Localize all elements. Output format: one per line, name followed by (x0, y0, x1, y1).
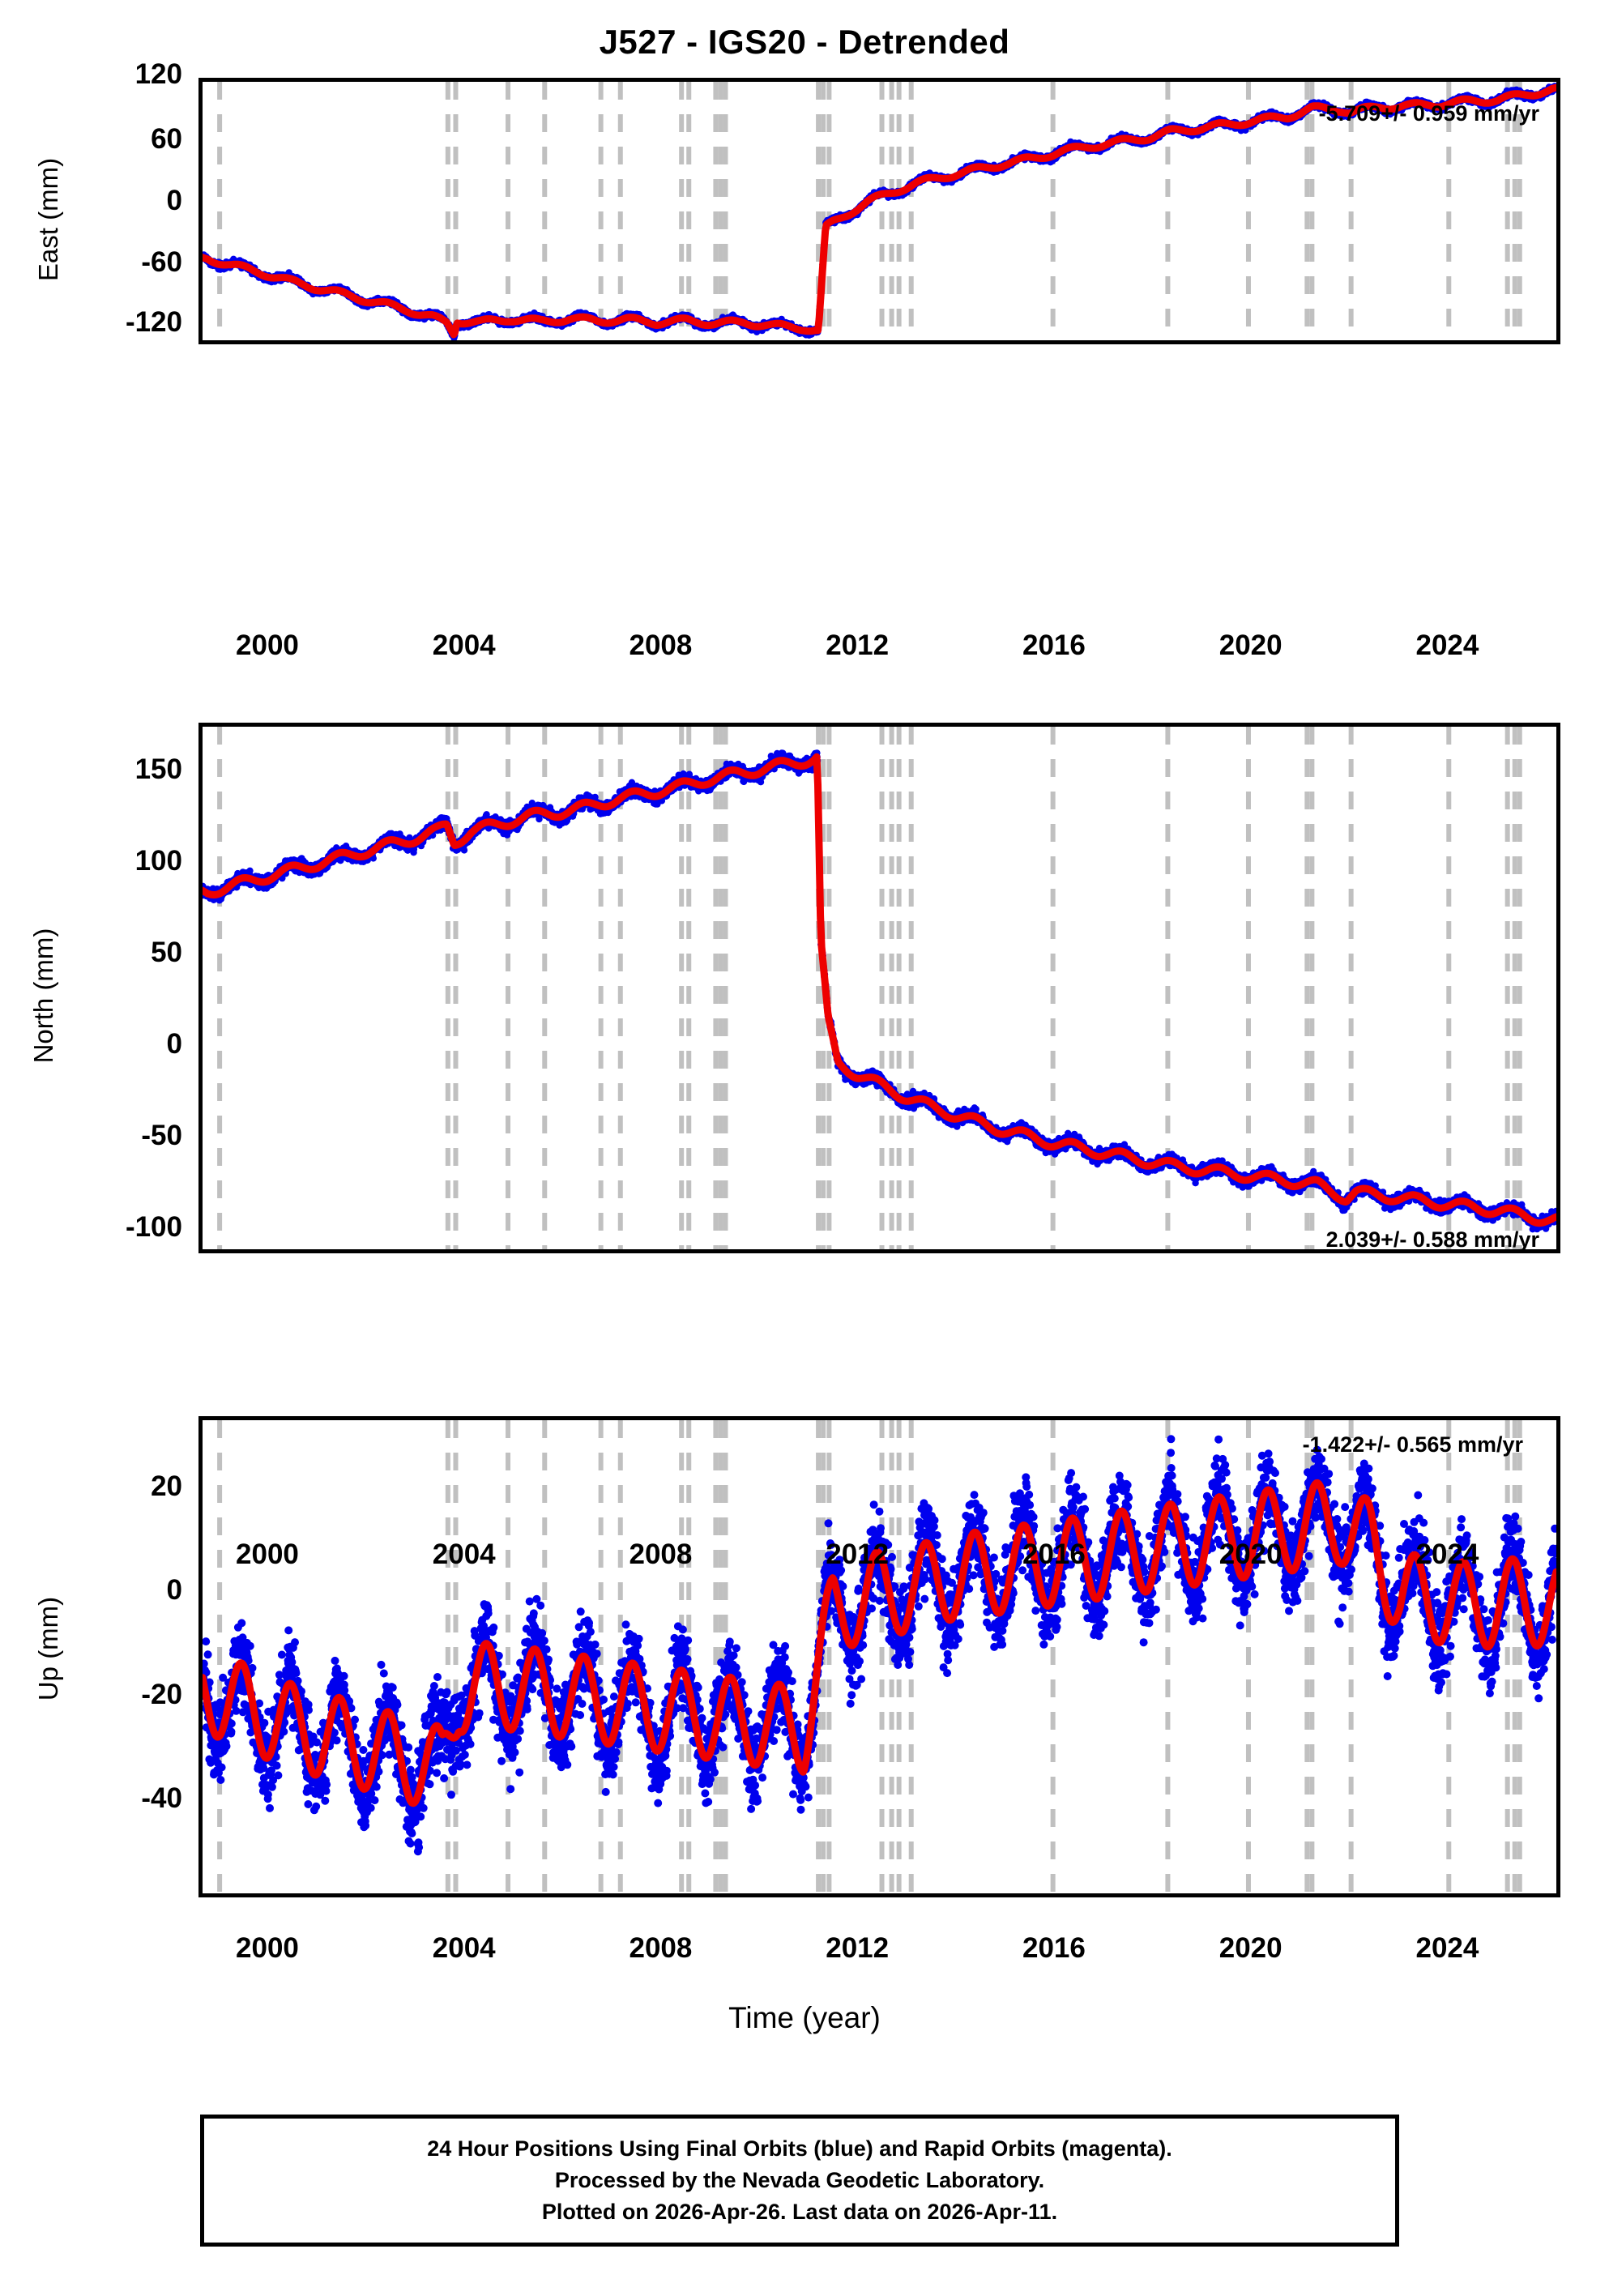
rate-annotation-up: -1.422+/- 0.565 mm/yr (1302, 1432, 1523, 1457)
caption-box: 24 Hour Positions Using Final Orbits (bl… (200, 2115, 1399, 2247)
plot-canvas-north (203, 727, 1556, 1249)
plot-canvas-up (203, 1420, 1556, 1893)
ytick-up-1: 0 (166, 1574, 182, 1606)
ytick-north-2: 50 (151, 937, 182, 968)
xtick-north-2: 2008 (629, 1538, 693, 1570)
ytick-north-0: 150 (134, 753, 182, 785)
ylabel-north: North (mm) (28, 928, 58, 1064)
plot-frame-up (198, 1416, 1560, 1897)
ytick-east-2: 0 (166, 185, 182, 216)
plot-frame-east (198, 78, 1560, 344)
xtick-up-4: 2016 (1022, 1932, 1086, 1964)
ytick-up-0: 20 (151, 1470, 182, 1502)
xtick-up-5: 2020 (1218, 1932, 1283, 1964)
ytick-north-5: -100 (125, 1211, 182, 1243)
page-title: J527 - IGS20 - Detrended (599, 23, 1010, 61)
xtick-north-1: 2004 (432, 1538, 496, 1570)
xtick-up-3: 2012 (826, 1932, 890, 1964)
ylabel-east: East (mm) (33, 157, 63, 282)
rate-annotation-north: 2.039+/- 0.588 mm/yr (1325, 1227, 1539, 1252)
ytick-up-3: -40 (141, 1782, 182, 1814)
caption-line-3: Plotted on 2026-Apr-26. Last data on 202… (541, 2200, 1058, 2225)
ytick-east-3: -60 (141, 246, 182, 278)
plot-frame-north (198, 723, 1560, 1253)
xtick-north-3: 2012 (826, 1538, 890, 1570)
ylabel-up: Up (mm) (33, 1596, 63, 1701)
ytick-east-1: 60 (151, 123, 182, 155)
xaxis-label: Time (year) (728, 2001, 881, 2034)
ytick-north-1: 100 (134, 845, 182, 877)
xtick-east-1: 2004 (432, 629, 496, 661)
ytick-up-2: -20 (141, 1679, 182, 1710)
ytick-north-4: -50 (141, 1120, 182, 1151)
caption-line-2: Processed by the Nevada Geodetic Laborat… (554, 2167, 1045, 2192)
xtick-east-0: 2000 (236, 629, 299, 661)
rate-annotation-east: -5.709+/- 0.959 mm/yr (1318, 101, 1539, 126)
xtick-east-3: 2012 (826, 629, 890, 661)
xtick-north-5: 2020 (1218, 1538, 1283, 1570)
caption-line-1: 24 Hour Positions Using Final Orbits (bl… (427, 2136, 1172, 2161)
plot-canvas-east (203, 82, 1556, 340)
xtick-up-6: 2024 (1415, 1932, 1479, 1964)
xtick-north-6: 2024 (1415, 1538, 1479, 1570)
xtick-up-2: 2008 (629, 1932, 693, 1964)
xtick-east-2: 2008 (629, 629, 693, 661)
xtick-up-1: 2004 (432, 1932, 496, 1964)
ytick-east-0: 120 (134, 58, 182, 90)
xtick-up-0: 2000 (236, 1932, 299, 1964)
xtick-east-6: 2024 (1415, 629, 1479, 661)
ytick-east-4: -120 (125, 306, 182, 338)
xtick-east-4: 2016 (1022, 629, 1086, 661)
xtick-north-0: 2000 (236, 1538, 299, 1570)
xtick-east-5: 2020 (1218, 629, 1283, 661)
ytick-north-3: 0 (166, 1028, 182, 1060)
xtick-north-4: 2016 (1022, 1538, 1086, 1570)
